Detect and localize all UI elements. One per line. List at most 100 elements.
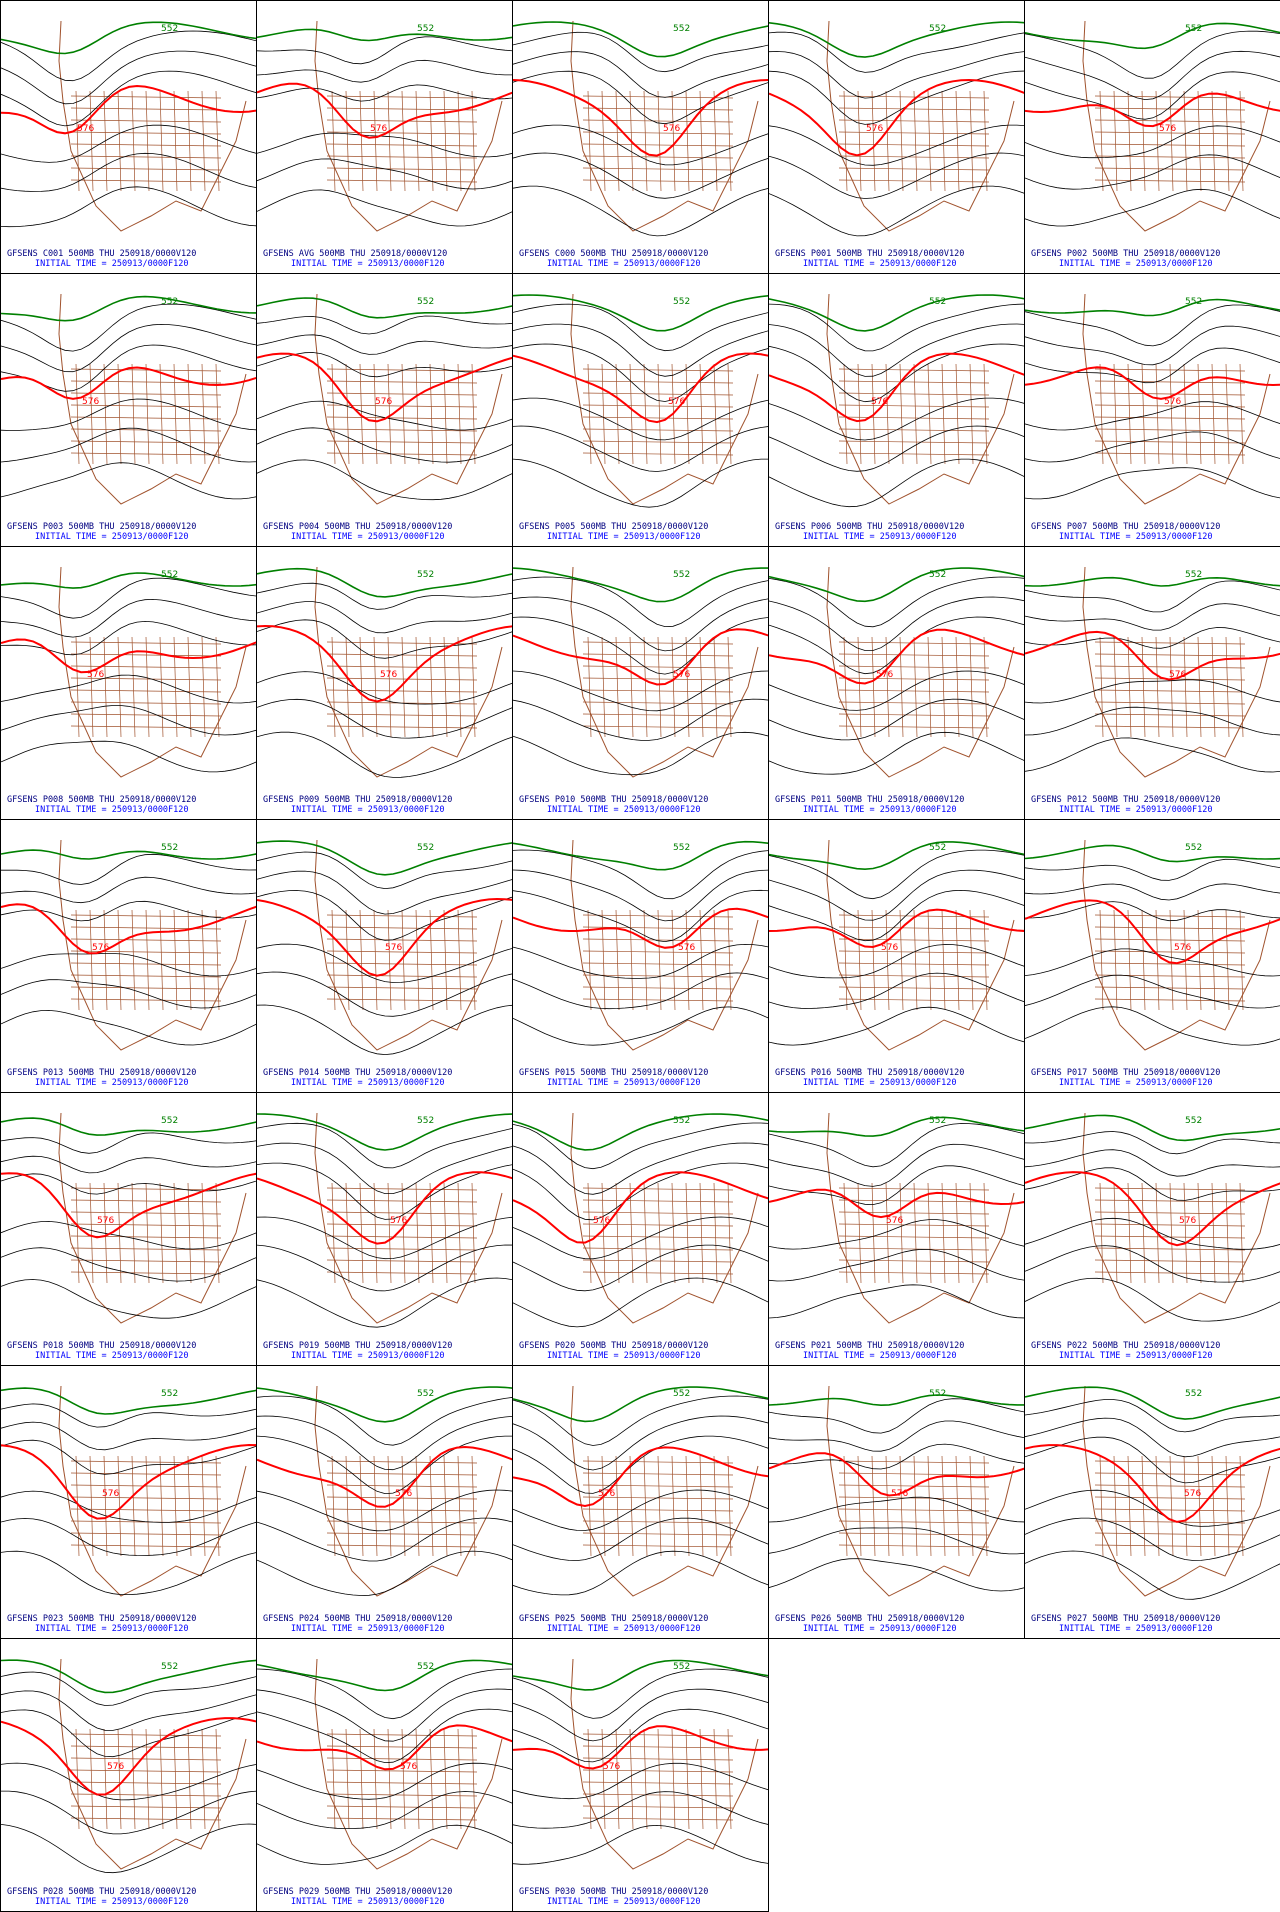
height-contour	[769, 1284, 1024, 1319]
height-contour	[1025, 125, 1280, 159]
map-boundaries	[570, 293, 759, 505]
contour-552	[1, 1387, 256, 1415]
height-contour	[257, 1415, 512, 1471]
contour-label-552: 552	[417, 1116, 434, 1126]
contour-552	[1025, 1114, 1280, 1142]
height-contour	[1, 1173, 256, 1195]
contour-552	[1, 849, 256, 860]
contour-label-576: 576	[1184, 1489, 1201, 1499]
contour-label-576: 576	[663, 124, 680, 134]
height-contour	[257, 459, 512, 501]
contour-label-576: 576	[1164, 397, 1181, 407]
height-contour	[769, 303, 1024, 352]
height-contour	[1, 398, 256, 431]
height-contour	[513, 943, 768, 979]
contour-552	[513, 1386, 768, 1423]
contour-label-576: 576	[97, 1216, 114, 1226]
height-contour	[1025, 431, 1280, 463]
ensemble-panel-p011: 552 576 GFSENS P011 500MB THU 250918/0000V…	[768, 546, 1025, 820]
panel-caption-initial-time: INITIAL TIME = 250913/0000F120	[35, 1624, 189, 1634]
ensemble-panel-p028: 552 576 GFSENS P028 500MB THU 250918/0000V…	[0, 1638, 257, 1912]
panel-caption-initial-time: INITIAL TIME = 250913/0000F120	[803, 1624, 957, 1634]
height-contour	[257, 334, 512, 355]
height-contour-map: 552 576	[1025, 1385, 1280, 1600]
height-contour	[1025, 974, 1280, 1009]
height-contour	[769, 576, 1024, 628]
panel-caption-initial-time: INITIAL TIME = 250913/0000F120	[1059, 1624, 1213, 1634]
height-contour	[513, 1708, 768, 1763]
contour-576	[513, 1725, 768, 1770]
panel-caption-initial-time: INITIAL TIME = 250913/0000F120	[547, 532, 701, 542]
contour-576	[1, 84, 256, 135]
height-contour	[1025, 706, 1280, 736]
contour-label-576: 576	[881, 943, 898, 953]
height-contour	[1025, 1131, 1280, 1155]
height-contour	[257, 1142, 512, 1194]
contour-label-552: 552	[417, 570, 434, 580]
ensemble-panel-p030: 552 576 GFSENS P030 500MB THU 250918/0000V…	[512, 1638, 769, 1912]
height-contour	[1, 705, 256, 736]
height-contour	[769, 425, 1024, 472]
contour-label-576: 576	[77, 124, 94, 134]
height-contour	[769, 51, 1024, 99]
map-boundaries	[58, 293, 247, 505]
height-contour	[257, 731, 512, 778]
height-contour	[257, 315, 512, 335]
panel-caption-run: GFSENS P015 500MB THU 250918/0000V120	[519, 1068, 709, 1078]
contour-552	[257, 28, 512, 42]
height-contour-map: 552 576	[257, 20, 512, 232]
ensemble-panel-p018: 552 576 GFSENS P018 500MB THU 250918/0000V…	[0, 1092, 257, 1366]
ensemble-panel-p019: 552 576 GFSENS P019 500MB THU 250918/0000V…	[256, 1092, 513, 1366]
height-contour	[1025, 679, 1280, 704]
height-contour	[257, 1004, 512, 1056]
panel-caption-run: GFSENS P026 500MB THU 250918/0000V120	[775, 1614, 965, 1624]
height-contour	[1025, 1550, 1280, 1600]
contour-label-552: 552	[673, 570, 690, 580]
ensemble-panel-p010: 552 576 GFSENS P010 500MB THU 250918/0000V…	[512, 546, 769, 820]
height-contour	[1, 1823, 256, 1874]
map-boundaries	[314, 1385, 503, 1597]
contour-label-552: 552	[1185, 24, 1202, 34]
height-contour-map: 552 576	[1025, 20, 1280, 232]
contour-label-576: 576	[400, 1762, 417, 1772]
height-contour	[1025, 883, 1280, 901]
height-contour	[1, 303, 256, 352]
contour-552	[513, 294, 768, 332]
contour-label-552: 552	[929, 1389, 946, 1399]
height-contour	[257, 971, 512, 1017]
map-boundaries	[1082, 20, 1271, 232]
height-contour-map: 552 576	[769, 20, 1024, 237]
height-contour-map: 552 576	[1025, 566, 1280, 778]
contour-label-552: 552	[673, 1116, 690, 1126]
height-contour	[257, 1489, 512, 1532]
height-contour	[1025, 50, 1280, 101]
ensemble-panel-p002: 552 576 GFSENS P002 500MB THU 250918/0000V…	[1024, 0, 1280, 274]
height-contour	[257, 1122, 512, 1169]
panel-caption-initial-time: INITIAL TIME = 250913/0000F120	[291, 1897, 445, 1907]
contour-576	[769, 908, 1024, 949]
height-contour	[513, 1550, 768, 1596]
height-contour	[257, 1395, 512, 1446]
panel-caption-initial-time: INITIAL TIME = 250913/0000F120	[1059, 532, 1213, 542]
height-contour	[1, 598, 256, 638]
panel-caption-run: GFSENS P016 500MB THU 250918/0000V120	[775, 1068, 965, 1078]
contour-576	[1, 638, 256, 674]
height-contour	[769, 1420, 1024, 1452]
height-contour	[513, 972, 768, 1010]
height-contour	[257, 851, 512, 890]
height-contour	[769, 944, 1024, 979]
height-contour	[769, 1143, 1024, 1187]
height-contour	[257, 601, 512, 634]
height-contour	[1025, 304, 1280, 347]
contour-label-552: 552	[417, 843, 434, 853]
map-boundaries	[314, 1658, 503, 1870]
height-contour	[1025, 467, 1280, 500]
panel-caption-initial-time: INITIAL TIME = 250913/0000F120	[35, 805, 189, 815]
contour-576	[769, 78, 1024, 157]
height-contour	[1025, 580, 1280, 613]
contour-label-576: 576	[593, 1216, 610, 1226]
contour-552	[769, 841, 1024, 871]
contour-552	[513, 840, 768, 871]
height-contour	[513, 849, 768, 900]
